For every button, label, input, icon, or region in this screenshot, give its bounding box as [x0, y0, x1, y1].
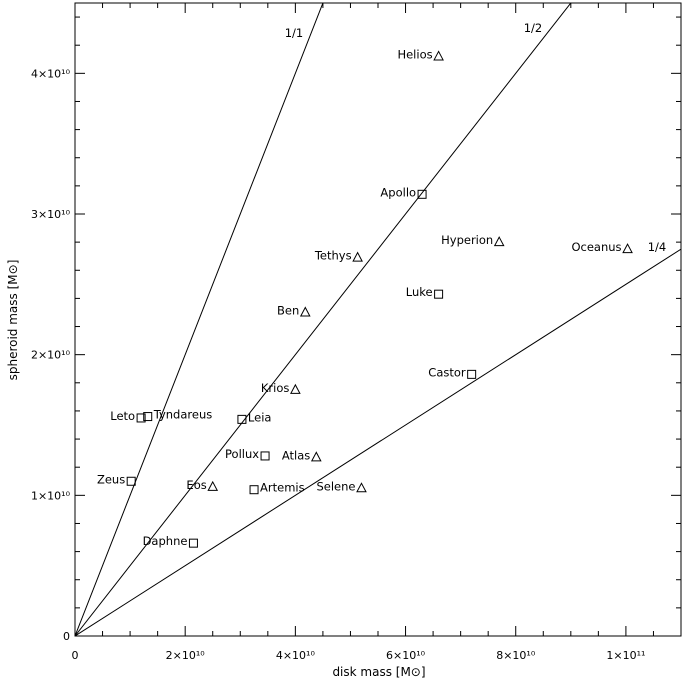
data-point-square — [417, 189, 427, 199]
x-tick-label: 1×10¹¹ — [606, 649, 645, 662]
y-tick-label: 4×10¹⁰ — [31, 67, 71, 80]
data-point-square — [143, 412, 153, 422]
ratio-line-1-2 — [75, 3, 572, 636]
point-label: Leto — [110, 409, 135, 423]
point-label: Leia — [248, 410, 272, 424]
data-point-triangle — [433, 50, 444, 61]
point-label: Apollo — [380, 185, 416, 199]
point-label: Oceanus — [571, 240, 621, 254]
data-point-triangle — [356, 482, 367, 493]
data-point-square — [126, 476, 136, 486]
data-point-square — [249, 485, 259, 495]
point-label: Tyndareus — [153, 408, 213, 422]
x-tick-label: 8×10¹⁰ — [496, 649, 536, 662]
point-label: Artemis — [260, 481, 305, 495]
point-label: Zeus — [97, 472, 125, 486]
point-label: Ben — [277, 303, 299, 317]
point-label: Hyperion — [441, 233, 493, 247]
data-point-triangle — [493, 236, 505, 247]
point-label: Atlas — [282, 448, 310, 462]
x-axis-title: disk mass [M⊙] — [332, 665, 425, 679]
point-label: Tethys — [314, 249, 352, 263]
ratio-label-1-1: 1/1 — [285, 26, 304, 40]
data-point-triangle — [290, 383, 301, 394]
point-label: Helios — [397, 47, 432, 61]
y-tick-label: 2×10¹⁰ — [31, 349, 71, 362]
plot-frame — [74, 2, 682, 637]
point-label: Castor — [428, 365, 466, 379]
data-point-square — [434, 289, 444, 299]
data-point-square — [467, 369, 477, 379]
data-point-square — [260, 451, 270, 461]
y-tick-label: 1×10¹⁰ — [31, 489, 71, 502]
point-label: Luke — [406, 285, 433, 299]
x-tick-label: 2×10¹⁰ — [166, 649, 206, 662]
y-tick-label: 0 — [63, 630, 70, 643]
point-label: Pollux — [225, 447, 259, 461]
ratio-label-1-4: 1/4 — [648, 240, 667, 254]
x-tick-label: 4×10¹⁰ — [276, 649, 316, 662]
data-point-square — [188, 538, 198, 548]
x-tick-label: 0 — [72, 649, 79, 662]
point-label: Daphne — [143, 534, 188, 548]
data-point-square — [237, 414, 247, 424]
point-label: Eos — [186, 478, 206, 492]
y-axis-title: spheroid mass [M⊙] — [6, 260, 20, 381]
y-tick-label: 3×10¹⁰ — [31, 208, 71, 221]
ratio-label-1-2: 1/2 — [524, 21, 543, 35]
data-point-triangle — [622, 243, 633, 254]
data-point-triangle — [310, 451, 322, 462]
data-point-triangle — [352, 251, 363, 262]
ratio-line-1-1 — [75, 3, 324, 636]
data-point-triangle — [299, 306, 311, 317]
point-label: Selene — [316, 479, 355, 493]
data-point-triangle — [207, 480, 219, 491]
point-label: Krios — [261, 381, 290, 395]
ratio-line-1-4 — [75, 248, 681, 636]
x-tick-label: 6×10¹⁰ — [386, 649, 426, 662]
data-point-square — [136, 413, 146, 423]
